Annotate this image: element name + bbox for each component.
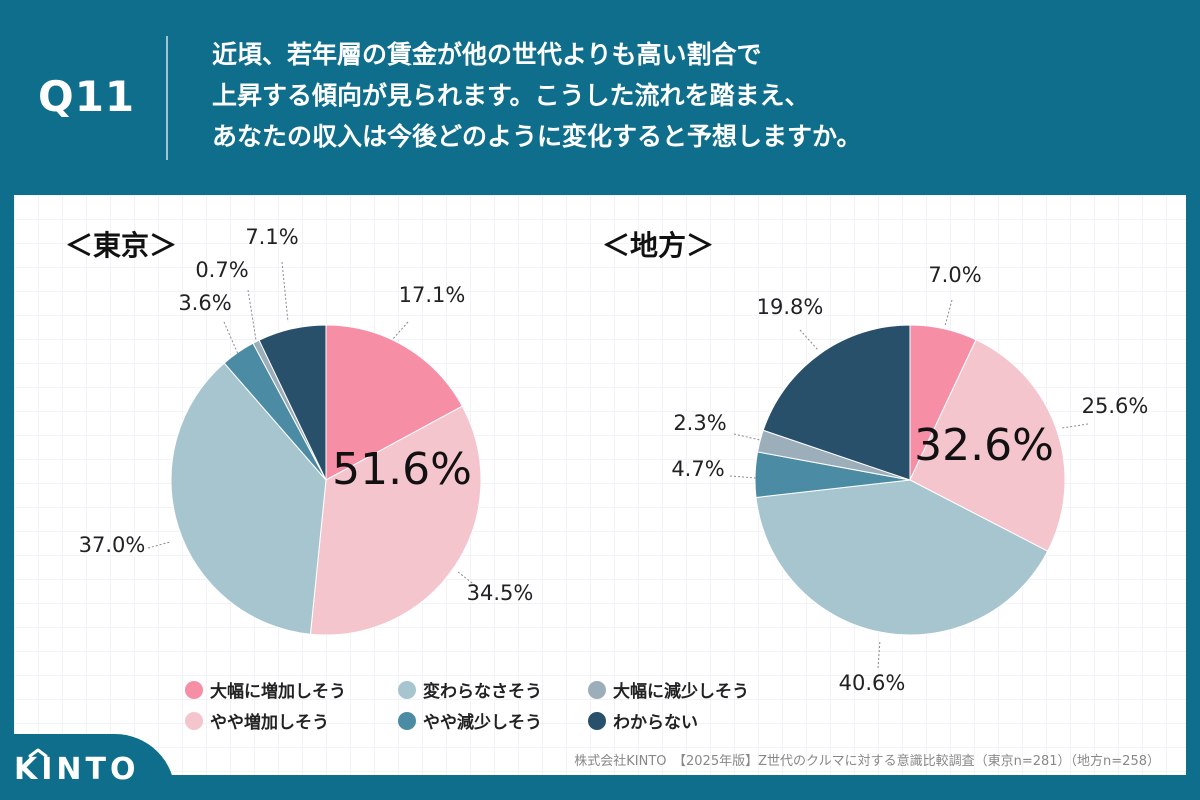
slice-value-label: 34.5% bbox=[467, 581, 534, 605]
pie-slice-2 bbox=[909, 339, 1066, 552]
legend-swatch bbox=[185, 680, 203, 699]
kinto-logo-tab bbox=[0, 734, 175, 800]
slice-value-label: 3.6% bbox=[178, 291, 231, 315]
legend-label: わからない bbox=[613, 713, 698, 733]
chart-title: ＜地方＞ bbox=[602, 229, 714, 262]
leader-line bbox=[733, 433, 761, 441]
increase-total-label: 32.6% bbox=[914, 420, 1054, 471]
leader-line bbox=[944, 299, 953, 327]
slice-value-label: 37.0% bbox=[79, 533, 146, 557]
slice-value-label: 4.7% bbox=[671, 457, 724, 481]
slice-value-label: 7.0% bbox=[928, 263, 981, 287]
legend-swatch bbox=[398, 680, 416, 699]
pie-chart-tokyo: 17.1% 34.5% 37.0% 3.6% 0.7% 7.1% 51.6% ＜東京＞ bbox=[65, 225, 534, 636]
kinto-logo-mark-icon bbox=[28, 748, 48, 758]
legend-label: 変わらなさそう bbox=[423, 682, 542, 702]
question-header: Q11 近頃、若年層の賃金が他の世代よりも高い割合で 上昇する傾向が見られます。… bbox=[0, 0, 1200, 195]
leader-line bbox=[729, 475, 757, 479]
legend-label: やや減少しそう bbox=[423, 713, 542, 733]
leader-line bbox=[223, 321, 239, 355]
legend-label: やや増加しそう bbox=[210, 713, 329, 733]
question-line-1: 近頃、若年層の賃金が他の世代よりも高い割合で bbox=[212, 40, 762, 69]
legend-item-greatly-decrease: 大幅に減少しそう bbox=[588, 677, 749, 702]
leader-line bbox=[1061, 423, 1089, 429]
leader-line bbox=[247, 289, 257, 341]
slice-value-label: 19.8% bbox=[757, 295, 824, 319]
legend-swatch bbox=[398, 711, 416, 730]
legend-item-no-change: 変わらなさそう bbox=[398, 677, 542, 702]
legend-label: 大幅に減少しそう bbox=[613, 682, 749, 702]
pie-slice-3 bbox=[755, 479, 1049, 636]
legend-swatch bbox=[588, 711, 606, 730]
slice-value-label: 40.6% bbox=[839, 671, 906, 695]
pie-slice-1 bbox=[325, 324, 463, 481]
increase-total-label: 51.6% bbox=[332, 444, 472, 495]
leader-line bbox=[799, 329, 819, 351]
slice-value-label: 25.6% bbox=[1082, 394, 1149, 418]
pie-slice-2 bbox=[309, 405, 482, 636]
pie-slice-3 bbox=[170, 362, 327, 635]
legend-item-dont-know: わからない bbox=[588, 708, 698, 733]
header-divider bbox=[166, 36, 168, 160]
legend-swatch bbox=[185, 711, 203, 730]
question-line-2: 上昇する傾向が見られます。こうした流れを踏まえ、 bbox=[212, 81, 810, 110]
leader-line bbox=[391, 321, 409, 341]
leader-line bbox=[147, 541, 171, 549]
pie-slice-6 bbox=[258, 324, 327, 481]
leader-line bbox=[281, 261, 289, 323]
chart-title: ＜東京＞ bbox=[65, 229, 177, 262]
question-number: Q11 bbox=[38, 72, 136, 121]
leader-line bbox=[877, 639, 881, 669]
source-note: 株式会社KINTO 【2025年版】Z世代のクルマに対する意識比較調査（東京n=… bbox=[574, 754, 1160, 769]
question-line-3: あなたの収入は今後どのように変化すると予想しますか。 bbox=[212, 122, 862, 151]
legend-item-slightly-increase: やや増加しそう bbox=[185, 708, 329, 733]
slice-value-label: 2.3% bbox=[673, 411, 726, 435]
legend-item-greatly-increase: 大幅に増加しそう bbox=[185, 677, 346, 702]
legend: 大幅に増加しそう 変わらなさそう 大幅に減少しそう やや増加しそう やや減少しそ… bbox=[185, 677, 805, 737]
slice-value-label: 17.1% bbox=[399, 283, 466, 307]
legend-swatch bbox=[588, 680, 606, 699]
slice-value-label: 0.7% bbox=[195, 258, 248, 282]
legend-label: 大幅に増加しそう bbox=[210, 682, 346, 702]
kinto-logo: KINTO bbox=[14, 752, 140, 787]
legend-item-slightly-decrease: やや減少しそう bbox=[398, 708, 542, 733]
pie-slice-6 bbox=[762, 324, 911, 481]
slice-value-label: 7.1% bbox=[245, 225, 298, 249]
pie-chart-regional: 7.0% 25.6% 40.6% 4.7% 2.3% 19.8% 32.6% ＜地方＞ bbox=[602, 229, 1148, 695]
question-text: 近頃、若年層の賃金が他の世代よりも高い割合で 上昇する傾向が見られます。こうした… bbox=[212, 34, 1172, 157]
